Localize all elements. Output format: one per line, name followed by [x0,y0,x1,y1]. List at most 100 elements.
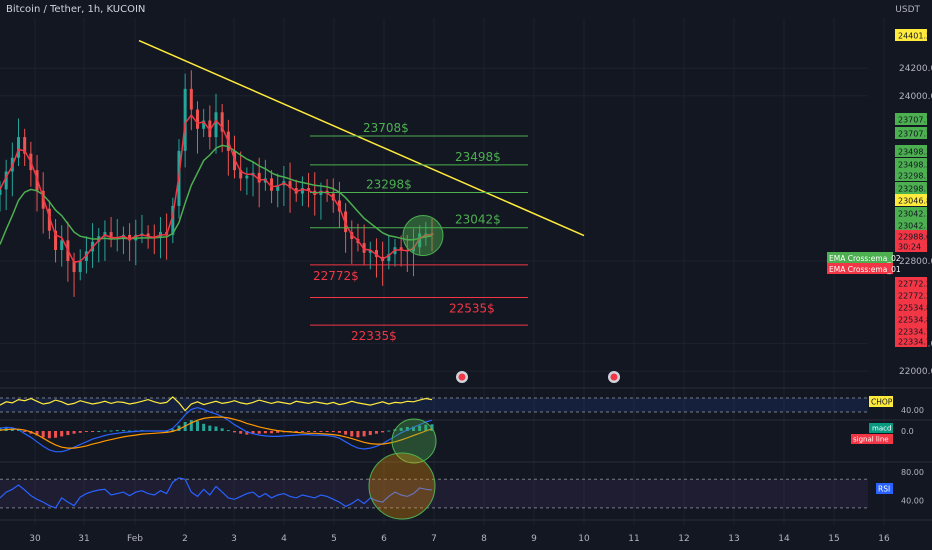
candle-body [374,250,378,257]
candle-body [146,233,150,237]
x-tick-label: 14 [778,534,790,544]
rsi-y-tick: 80.00 [901,468,924,477]
candle-body [276,185,280,191]
macd-hist-bar [313,431,317,432]
macd-hist-bar [307,431,311,432]
macd-legend-macd: macd [872,425,891,433]
candle-body [183,88,187,151]
macd-hist-bar [60,431,64,437]
macd-hist-bar [195,421,199,431]
macd-hist-bar [41,431,45,438]
macd-hist-bar [294,431,298,432]
macd-hist-bar [233,431,237,433]
ema-fast-line [0,113,432,264]
price-tag-label: 22772.2 [898,292,931,301]
event-flag-icon [458,373,466,381]
trendline [138,39,585,237]
level-label: 23708$ [363,121,409,135]
rsi-tag [876,483,893,494]
level-label: 23298$ [366,177,412,191]
candle-body [239,170,243,179]
price-tag-label: 23707.7 [898,116,931,125]
macd-hist-bar [337,431,341,433]
price-tag-label: 23707.7 [898,130,931,139]
macd-hist-bar [66,431,70,436]
candle-body [424,233,428,235]
candle-body [300,188,304,194]
price-tag-label: 23298.1 [898,185,931,194]
price-tag-label: 24401.2 [898,32,931,41]
macd-hist-bar [257,431,261,434]
price-tag [895,289,927,301]
price-tag-label: 22334.7 [898,328,931,337]
candle-body [23,137,27,154]
macd-hist-bar [109,430,113,432]
x-tick-label: 2 [182,534,188,544]
rsi-y-tick: 40.00 [901,497,924,506]
macd-hist-bar [356,431,360,438]
event-flag-icon [610,373,618,381]
macd-hist-bar [128,430,132,432]
legend-item [827,252,893,263]
x-tick-label: 30 [29,534,41,544]
rsi-highlight-circle [368,452,436,520]
macd-hist-bar [239,431,243,434]
macd-hist-bar [368,431,372,436]
price-tag [895,182,927,194]
candle-body [307,188,311,191]
candle-body [128,234,132,241]
candle-body [288,181,292,189]
macd-hist-bar [208,425,212,431]
macd-hist-bar [399,427,403,431]
price-tag-label: 23498.3 [898,161,931,170]
macd-hist-bar [121,430,125,432]
macd-hist-bar [319,431,323,432]
macd-hist-bar [220,428,224,431]
x-tick-label: 4 [281,534,287,544]
price-tag [895,301,927,313]
macd-hist-bar [103,430,107,432]
x-tick-label: 13 [728,534,739,544]
macd-hist-bar [251,431,255,435]
macd-hist-bar [189,420,193,431]
macd-hist-bar [202,423,206,431]
macd-highlight-circle [391,418,437,464]
macd-hist-bar [374,431,378,434]
signal-tag [851,434,893,444]
x-tick-label: 5 [331,534,337,544]
candle-body [245,175,249,179]
chop-y-tick: 40.00 [901,406,924,415]
macd-hist-bar [226,430,230,432]
chop-band [0,398,868,412]
macd-hist-bar [344,431,348,435]
macd-hist-bar [72,431,76,434]
candle-body [202,120,206,129]
price-tag [895,335,927,347]
chop-line [0,396,433,412]
x-tick-label: 10 [578,534,590,544]
candle-body [171,205,175,235]
macd-hist-bar [4,426,8,431]
macd-tag [869,423,893,433]
candle-body [214,112,218,138]
price-tag [895,219,927,231]
level-label: 22772$ [313,269,359,283]
macd-hist-bar [331,431,335,432]
x-tick-label: 31 [78,534,89,544]
price-tag-label: 23042.1 [898,210,931,219]
x-tick-label: 11 [628,534,639,544]
price-tag [895,240,927,252]
macd-hist-bar [54,431,58,438]
y-tick-label: 24200.0 [899,64,932,74]
macd-hist-bar [276,431,280,433]
x-tick-label: 3 [231,534,237,544]
price-tag [895,29,927,41]
level-label: 22535$ [449,302,495,316]
legend-label: EMA Cross:ema_01 [829,265,901,274]
price-tag-label: 23498.3 [898,148,931,157]
price-tag-label: 23046.8 [898,197,931,206]
macd-hist-bar [411,426,415,431]
macd-hist-bar [424,424,428,431]
macd-hist-bar [387,430,391,432]
